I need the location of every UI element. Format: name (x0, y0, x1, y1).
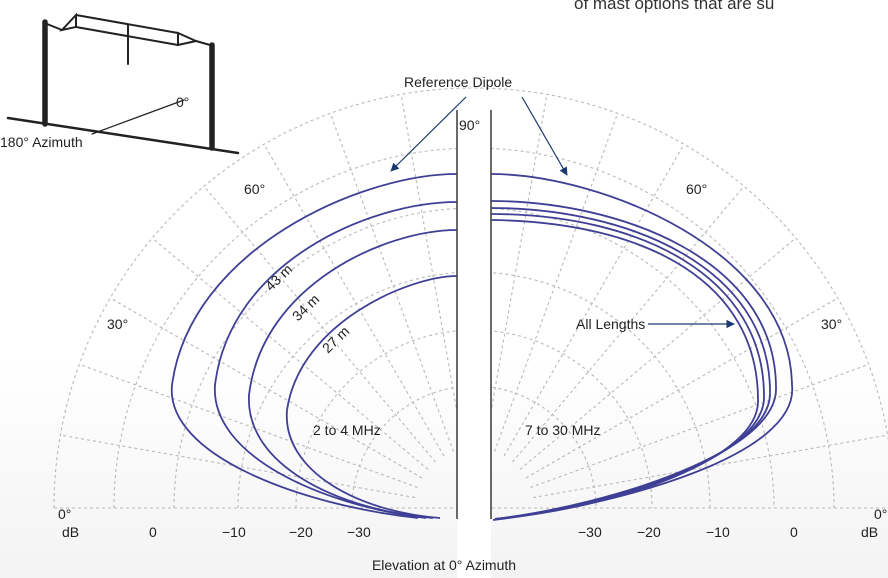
grid-ring-2 (295, 329, 653, 509)
grid-spoke-60 (503, 143, 685, 457)
antenna-inset (6, 12, 240, 155)
angle-0-right-label: 0° (874, 506, 888, 522)
band-2-to-4-mhz-label: 2 to 4 MHz (313, 422, 381, 438)
angle-90-label: 90° (459, 117, 481, 133)
center-gap (457, 110, 491, 578)
grid-spoke-140 (151, 237, 429, 470)
grid-spoke-20 (530, 363, 869, 488)
angle-60-left-label: 60° (244, 181, 266, 197)
all-lengths-label: All Lengths (576, 316, 646, 332)
header-text-fragment: of mast options that are su (574, 0, 775, 13)
db-tick-right-minus20: −20 (637, 524, 661, 540)
db-tick-left-0: 0 (149, 524, 157, 540)
angle-30-right-label: 30° (821, 316, 843, 332)
inset-180-azimuth-label: 180° Azimuth (0, 134, 83, 150)
db-tick-left-minus10: −10 (222, 524, 246, 540)
trace-34m (248, 229, 458, 519)
elevation-axis-caption: Elevation at 0° Azimuth (371, 557, 517, 573)
azimuth-pointer (91, 99, 185, 135)
grid-spoke-30 (525, 297, 839, 479)
grid-ring-6 (53, 87, 888, 509)
trace-all-lengths-1 (490, 200, 777, 520)
grid-spoke-160 (79, 363, 418, 488)
dipole-arrow-left (390, 96, 467, 172)
dipole-element (46, 12, 211, 65)
trace-dipole-left (171, 173, 458, 519)
db-tick-left-minus20: −20 (289, 524, 313, 540)
band-7-to-30-mhz-label: 7 to 30 MHz (525, 422, 601, 438)
trace-all-lengths-4 (490, 219, 759, 520)
grid-spoke-70 (494, 113, 619, 452)
db-unit-right-label: dB (861, 524, 879, 540)
db-unit-left-label: dB (62, 524, 80, 540)
trace-dipole-right (490, 173, 793, 521)
dipole-arrow-right (521, 96, 568, 176)
angle-60-right-label: 60° (686, 181, 708, 197)
grid-spoke-50 (512, 185, 745, 463)
pattern-traces (171, 173, 793, 521)
inset-0-degree-label: 0° (176, 94, 190, 110)
reference-dipole-label: Reference Dipole (404, 74, 513, 90)
db-tick-right-minus30: −30 (578, 524, 602, 540)
grid-spoke-170 (60, 434, 416, 499)
grid-ring-3 (237, 271, 711, 509)
grid-spoke-130 (203, 185, 436, 463)
trace-27m (286, 275, 458, 519)
angle-30-left-label: 30° (107, 316, 129, 332)
grid-spoke-110 (329, 113, 454, 452)
grid-spoke-100 (400, 94, 465, 450)
grid-spoke-150 (109, 297, 423, 479)
grid-spoke-40 (519, 237, 797, 470)
angle-0-left-label: 0° (58, 506, 72, 522)
grid-ring-4 (173, 207, 775, 509)
trace-all-lengths-2 (490, 207, 771, 520)
db-tick-right-0: 0 (790, 524, 798, 540)
db-tick-right-minus10: −10 (706, 524, 730, 540)
db-tick-left-minus30: −30 (347, 524, 371, 540)
grid-ring-1 (351, 385, 597, 509)
trace-all-lengths-3 (490, 213, 765, 520)
grid-spoke-80 (483, 94, 548, 450)
trace-43m (214, 201, 458, 519)
grid-spoke-120 (263, 143, 445, 457)
